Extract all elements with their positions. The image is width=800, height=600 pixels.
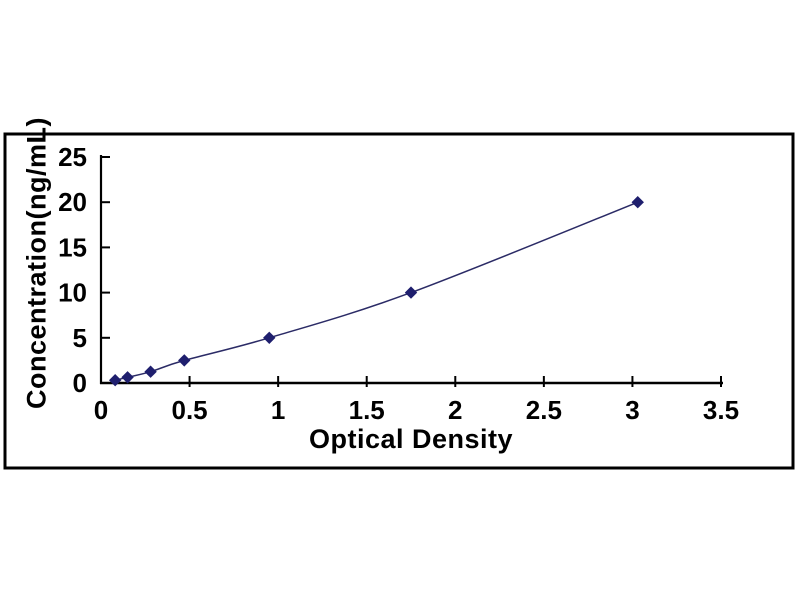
data-series xyxy=(108,195,644,387)
data-point-marker-3 xyxy=(178,354,191,367)
x-axis-title: Optical Density xyxy=(308,424,514,454)
x-tick-label-2.5: 2.5 xyxy=(526,395,562,425)
y-tick-label-0: 0 xyxy=(73,368,87,398)
y-tick-label-25: 25 xyxy=(58,142,87,172)
y-tick-label-20: 20 xyxy=(58,187,87,217)
chart-frame xyxy=(3,132,795,470)
data-point-marker-1 xyxy=(121,371,134,384)
x-tick-label-3: 3 xyxy=(625,395,639,425)
data-point-marker-4 xyxy=(263,331,276,345)
data-point-marker-0 xyxy=(108,373,122,387)
data-point-marker-6 xyxy=(631,195,644,209)
y-axis-title: Concentration(ng/mL) xyxy=(21,117,52,409)
y-tick-label-15: 15 xyxy=(58,232,87,262)
data-point-marker-2 xyxy=(144,365,157,378)
y-tick-label-5: 5 xyxy=(73,323,87,353)
axis-tick-labels: 0 5 10 15 20 25 0 0.5 1 1.5 2 2.5 3 3.5 xyxy=(58,142,739,425)
x-tick-label-3.5: 3.5 xyxy=(703,395,739,425)
x-tick-label-0.5: 0.5 xyxy=(171,395,207,425)
data-point-marker-5 xyxy=(404,286,418,299)
x-tick-label-0: 0 xyxy=(94,395,108,425)
y-tick-label-10: 10 xyxy=(58,278,87,308)
x-tick-label-1: 1 xyxy=(271,395,285,425)
x-tick-label-2: 2 xyxy=(448,395,462,425)
x-tick-label-1.5: 1.5 xyxy=(349,395,385,425)
axis-ticks xyxy=(101,156,722,387)
axes xyxy=(99,155,723,385)
